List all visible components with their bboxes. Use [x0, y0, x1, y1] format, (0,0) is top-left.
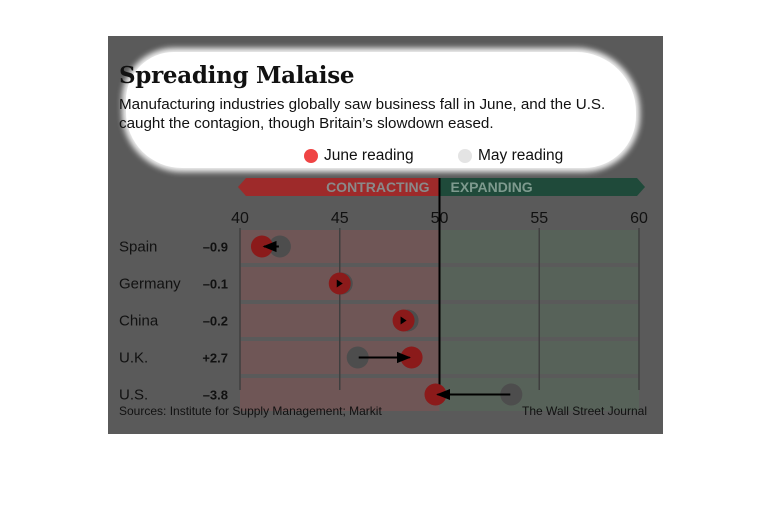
expanding-banner	[440, 178, 645, 196]
row-change-label: –0.9	[203, 240, 228, 255]
x-tick-label: 60	[630, 210, 648, 227]
june-dot-icon	[304, 149, 318, 163]
row-country-label: Germany	[119, 276, 181, 293]
legend-june: June reading	[304, 147, 414, 165]
x-tick-label: 40	[231, 210, 249, 227]
row-change-label: –0.2	[203, 314, 228, 329]
row-change-label: –3.8	[203, 388, 228, 403]
header-highlight	[126, 52, 636, 168]
may-dot	[346, 346, 369, 369]
row-country-label: U.K.	[119, 350, 148, 367]
chart-subtitle: Manufacturing industries globally saw bu…	[119, 96, 606, 132]
row-country-label: Spain	[119, 239, 157, 256]
expanding-label: EXPANDING	[451, 179, 533, 195]
contracting-banner	[238, 178, 440, 196]
change-arrow	[400, 316, 407, 325]
x-tick-label: 55	[530, 210, 548, 227]
contracting-label: CONTRACTING	[326, 179, 430, 195]
legend-may: May reading	[458, 147, 563, 165]
x-tick-label: 45	[331, 210, 349, 227]
change-arrow	[336, 279, 343, 288]
legend-may-label: May reading	[478, 147, 564, 164]
row-change-label: +2.7	[202, 351, 228, 366]
credit-note: The Wall Street Journal	[522, 404, 647, 418]
row-country-label: U.S.	[119, 387, 148, 404]
source-note: Sources: Institute for Supply Management…	[119, 404, 382, 418]
chart-title: Spreading Malaise	[119, 62, 355, 89]
may-dot	[500, 383, 523, 406]
legend-june-label: June reading	[324, 147, 414, 164]
may-dot-icon	[458, 149, 472, 163]
row-change-label: –0.1	[203, 277, 228, 292]
row-country-label: China	[119, 313, 159, 330]
